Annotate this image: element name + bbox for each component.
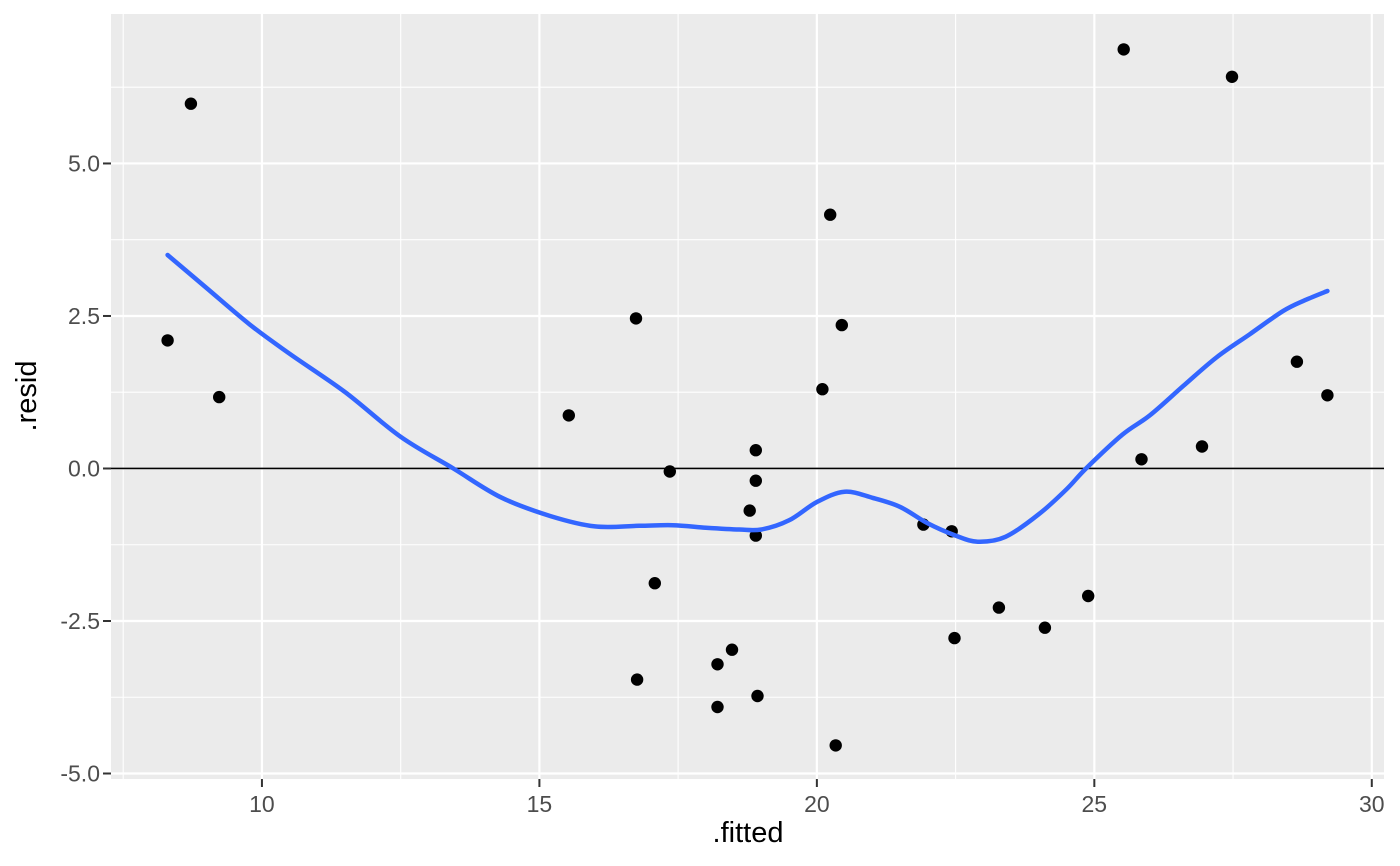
y-tick-label: 5.0 xyxy=(68,151,100,177)
data-point xyxy=(751,689,764,703)
y-axis-title: .resid xyxy=(11,360,43,432)
data-point xyxy=(749,529,762,542)
x-tick-label: 15 xyxy=(527,791,553,817)
data-point xyxy=(1038,621,1052,634)
data-point xyxy=(161,334,174,347)
data-point xyxy=(629,312,643,325)
data-point xyxy=(1290,355,1304,368)
data-point xyxy=(663,465,676,478)
x-tick-label: 20 xyxy=(804,791,830,817)
data-point xyxy=(948,631,961,645)
data-point xyxy=(1195,440,1209,453)
x-tick-label: 10 xyxy=(249,791,275,817)
data-point xyxy=(1225,70,1239,84)
scatter-points xyxy=(161,43,1334,752)
y-tick-label: 0.0 xyxy=(68,456,100,482)
data-point xyxy=(829,739,842,752)
data-point xyxy=(630,673,644,686)
data-point xyxy=(743,504,756,517)
y-tick-label: -5.0 xyxy=(60,761,100,787)
x-axis-title: .fitted xyxy=(712,817,784,849)
x-tick-label: 30 xyxy=(1359,791,1385,817)
data-point xyxy=(835,318,848,332)
minor-gridlines xyxy=(111,14,1384,779)
y-tick-label: -2.5 xyxy=(60,608,100,634)
data-point xyxy=(1117,43,1130,56)
axis-tick-marks xyxy=(103,162,1373,787)
data-point xyxy=(711,700,724,714)
data-point xyxy=(992,601,1006,614)
data-point xyxy=(562,409,575,422)
panel-background xyxy=(111,14,1384,779)
data-point xyxy=(749,474,762,487)
data-point xyxy=(725,643,739,656)
axis-tick-labels: 10 15 20 25 30 -5.0 -2.5 0.0 2.5 5.0 xyxy=(60,151,1384,818)
loess-smooth-line xyxy=(165,252,1330,544)
data-point xyxy=(816,383,829,396)
data-point xyxy=(711,658,724,671)
y-tick-label: 2.5 xyxy=(68,303,100,329)
x-tick-label: 25 xyxy=(1082,791,1108,817)
data-point xyxy=(213,390,226,404)
data-point xyxy=(648,577,661,590)
data-point xyxy=(1082,589,1095,603)
data-point xyxy=(184,97,198,110)
data-point xyxy=(749,444,762,457)
data-point xyxy=(1321,389,1334,402)
data-point xyxy=(824,208,837,221)
data-point xyxy=(1135,453,1148,466)
